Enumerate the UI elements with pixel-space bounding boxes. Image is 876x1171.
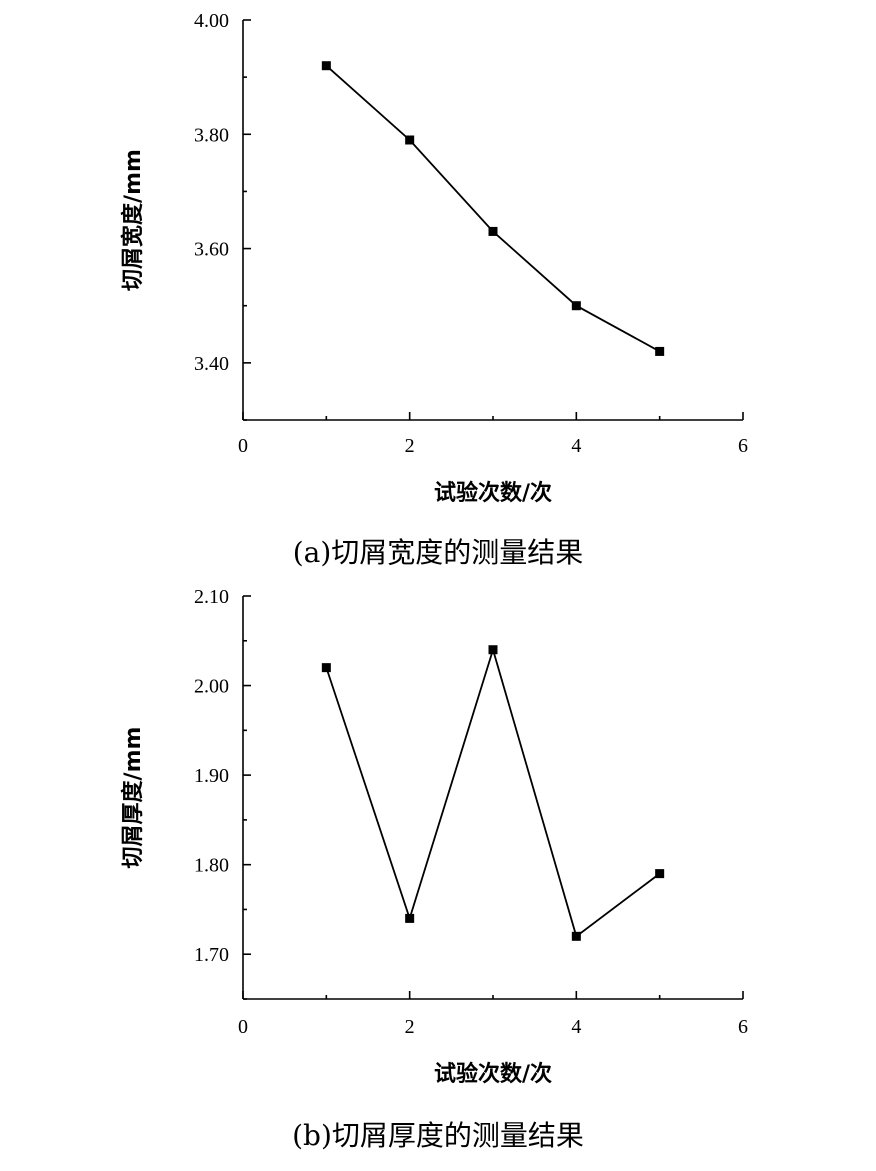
chart-b: 0 2 4 6 1.70 1.80 1.90 2.00 2.10 试验次数/次 切屑厚度/mm (b)… (120, 586, 748, 1152)
figure-caption: (b)切屑厚度的测量结果 (292, 1119, 584, 1152)
y-tick-label: 1.90 (194, 765, 229, 787)
x-tick-label: 6 (738, 1016, 748, 1038)
y-axis-title: 切屑厚度/mm (120, 727, 146, 869)
data-point (655, 346, 665, 356)
data-point (488, 226, 498, 236)
data-point (405, 135, 415, 145)
y-tick-label: 4.00 (194, 10, 229, 32)
figure-caption: (a)切屑宽度的测量结果 (293, 536, 584, 569)
x-tick-label: 2 (405, 435, 415, 457)
x-tick-label: 2 (405, 1016, 415, 1038)
x-axis-title: 试验次数/次 (434, 1061, 552, 1087)
x-tick-label: 6 (738, 435, 748, 457)
y-tick-label: 2.10 (194, 586, 229, 608)
data-point (321, 663, 331, 673)
x-tick-label: 4 (571, 1016, 581, 1038)
data-point (571, 931, 581, 941)
y-axis-title: 切屑宽度/mm (120, 149, 146, 291)
series-line (325, 65, 661, 353)
data-point (571, 301, 581, 311)
y-tick-label: 3.80 (194, 124, 229, 146)
data-point (321, 61, 331, 71)
x-tick-label: 0 (238, 1016, 248, 1038)
y-tick-label: 1.70 (194, 944, 229, 966)
y-tick-label: 3.40 (194, 353, 229, 375)
y-tick-label: 3.60 (194, 239, 229, 261)
y-tick-label: 1.80 (194, 855, 229, 877)
series-line (325, 646, 661, 938)
y-tick-label: 2.00 (194, 676, 229, 698)
data-point (488, 645, 498, 655)
x-tick-label: 4 (571, 435, 581, 457)
chart-a: 0 2 4 6 3.40 3.60 3.80 4.00 试验次数/次 切屑宽度/mm (a)切屑宽度… (120, 10, 748, 569)
x-axis-title: 试验次数/次 (434, 480, 552, 506)
data-point (405, 913, 415, 923)
x-tick-label: 0 (238, 435, 248, 457)
data-point (655, 869, 665, 879)
